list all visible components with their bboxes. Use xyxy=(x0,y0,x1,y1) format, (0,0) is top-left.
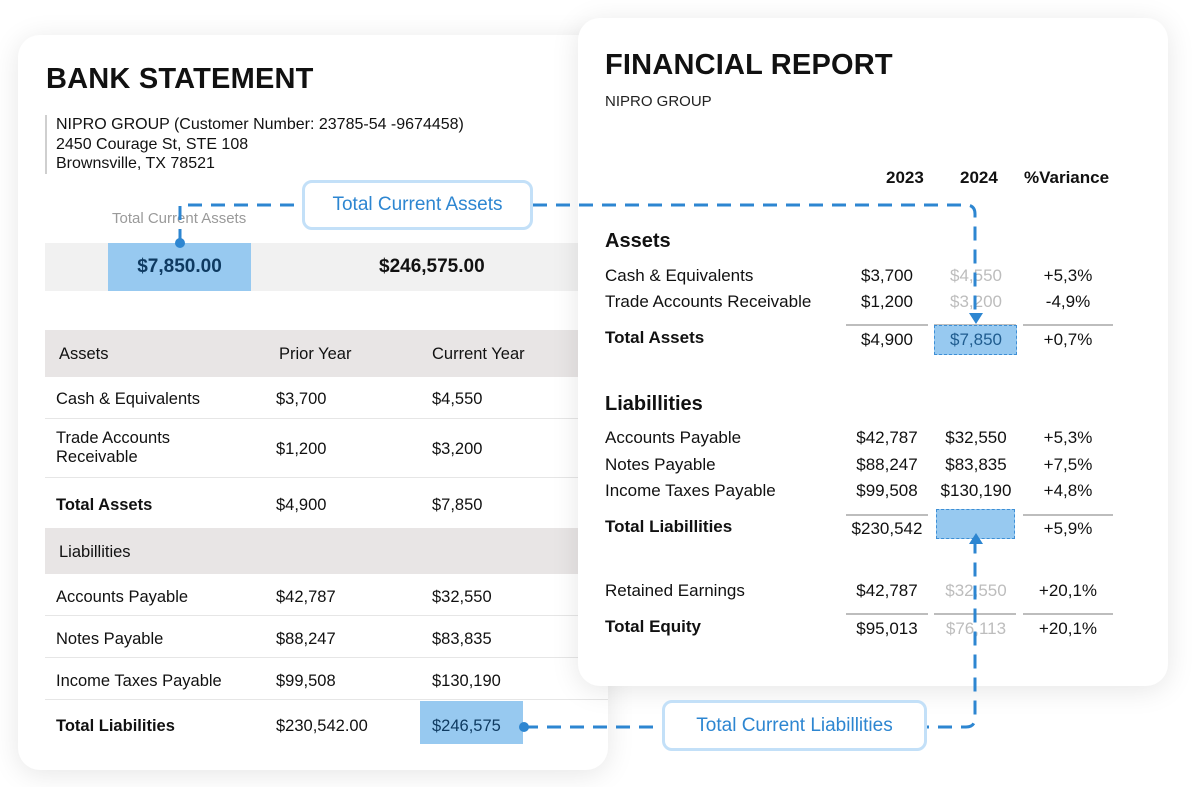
retained-earnings-variance: +20,1% xyxy=(1038,581,1098,600)
total-assets-variance: +0,7% xyxy=(1043,330,1093,349)
row-current: $83,835 xyxy=(432,630,492,648)
row-prior: $1,200 xyxy=(276,440,327,458)
row-2023: $1,200 xyxy=(861,292,913,311)
divider xyxy=(1023,324,1113,326)
bank-statement-card: BANK STATEMENT NIPRO GROUP (Customer Num… xyxy=(18,35,608,770)
total-equity-variance: +20,1% xyxy=(1038,619,1098,638)
row-label: Accounts Payable xyxy=(56,588,189,606)
row-2024: $3,200 xyxy=(950,292,1002,311)
total-liabilities-label: Total Liabilities xyxy=(56,717,175,735)
row-variance: +5,3% xyxy=(1043,428,1093,447)
total-current-assets-ghost-label: Total Current Assets xyxy=(112,210,247,227)
total-current-liabilities-callout: Total Current Liabillities xyxy=(662,700,927,751)
table-row: Trade Accounts Receivable $1,200 $3,200 xyxy=(45,419,608,478)
divider xyxy=(1023,514,1113,516)
customer-address: NIPRO GROUP (Customer Number: 23785-54 -… xyxy=(45,115,464,174)
row-label: Total Assets xyxy=(56,496,153,514)
row-prior: $3,700 xyxy=(276,390,327,408)
row-2023: $99,508 xyxy=(856,481,918,500)
total-liabilities-current: $246,575 xyxy=(432,717,501,735)
total-liabilities-variance: +5,9% xyxy=(1043,519,1093,538)
row-label: Cash & Equivalents xyxy=(605,266,754,285)
financial-report-title: FINANCIAL REPORT xyxy=(605,49,893,81)
row-2024: $4,550 xyxy=(950,266,1002,285)
retained-earnings-2024: $32,550 xyxy=(945,581,1007,600)
row-2023: $42,787 xyxy=(856,428,918,447)
row-variance: +5,3% xyxy=(1043,266,1093,285)
row-2024: $83,835 xyxy=(945,455,1007,474)
liabilities-header: Liabillities xyxy=(59,543,131,561)
total-current-assets-callout: Total Current Assets xyxy=(302,180,533,230)
summary-total: $246,575.00 xyxy=(379,256,485,277)
total-liabilities-2023: $230,542 xyxy=(851,519,923,538)
bank-summary-bar: $7,850.00 $246,575.00 xyxy=(45,243,608,291)
row-label: Accounts Payable xyxy=(605,428,742,447)
total-equity-2023: $95,013 xyxy=(856,619,918,638)
address-line: NIPRO GROUP (Customer Number: 23785-54 -… xyxy=(56,116,464,133)
row-variance: +7,5% xyxy=(1043,455,1093,474)
retained-earnings-label: Retained Earnings xyxy=(605,581,745,600)
total-assets-2023: $4,900 xyxy=(861,330,913,349)
table-row: Income Taxes Payable $99,508 $130,190 xyxy=(45,658,608,700)
row-prior: $99,508 xyxy=(276,672,336,690)
divider xyxy=(846,324,928,326)
row-2024: $32,550 xyxy=(945,428,1007,447)
liabilities-header-row: Liabillities xyxy=(45,528,608,574)
row-label: Trade Accounts Receivable xyxy=(605,292,812,311)
row-label: Income Taxes Payable xyxy=(605,481,776,500)
table-header-row: Assets Prior Year Current Year xyxy=(45,330,608,377)
table-row: Cash & Equivalents $3,700 $4,550 xyxy=(45,377,608,419)
divider xyxy=(846,514,928,516)
row-prior: $4,900 xyxy=(276,496,327,514)
liabilities-section-title: Liabillities xyxy=(605,393,703,415)
column-header-assets: Assets xyxy=(59,345,109,363)
column-header-current-year: Current Year xyxy=(432,345,525,363)
row-label: Trade Accounts Receivable xyxy=(56,429,171,466)
column-header-2024: 2024 xyxy=(960,168,998,187)
row-2023: $3,700 xyxy=(861,266,913,285)
row-current: $7,850 xyxy=(432,496,483,514)
total-liabilities-2024-highlight[interactable] xyxy=(936,509,1015,539)
row-2023: $88,247 xyxy=(856,455,918,474)
row-current: $32,550 xyxy=(432,588,492,606)
address-line: 2450 Courage St, STE 108 xyxy=(56,135,249,153)
row-current: $3,200 xyxy=(432,440,483,458)
row-variance: -4,9% xyxy=(1045,292,1091,311)
total-liabilities-label: Total Liabillities xyxy=(605,517,733,536)
column-header-variance: %Variance xyxy=(1024,168,1110,187)
column-header-prior-year: Prior Year xyxy=(279,345,352,363)
divider xyxy=(1023,613,1113,615)
report-subtitle: NIPRO GROUP xyxy=(605,93,712,110)
total-equity-2024: $76,113 xyxy=(945,619,1007,638)
row-prior: $88,247 xyxy=(276,630,336,648)
address-line: Brownsville, TX 78521 xyxy=(56,155,215,172)
row-label: Notes Payable xyxy=(56,630,164,648)
table-row: Total Assets $4,900 $7,850 xyxy=(45,478,608,528)
total-liabilities-highlight[interactable] xyxy=(420,701,523,744)
total-equity-label: Total Equity xyxy=(605,617,702,636)
total-assets-label: Total Assets xyxy=(605,328,705,347)
retained-earnings-2023: $42,787 xyxy=(856,581,918,600)
divider xyxy=(934,613,1016,615)
column-header-2023: 2023 xyxy=(886,168,924,187)
row-current: $130,190 xyxy=(432,672,501,690)
row-2024: $130,190 xyxy=(940,481,1012,500)
divider xyxy=(934,324,1016,326)
row-label: Income Taxes Payable xyxy=(56,672,222,690)
row-label: Cash & Equivalents xyxy=(56,390,200,408)
total-assets-2024: $7,850 xyxy=(950,330,1002,349)
summary-current-assets[interactable]: $7,850.00 xyxy=(108,243,251,291)
table-row: Notes Payable $88,247 $83,835 xyxy=(45,616,608,658)
row-label: Notes Payable xyxy=(605,455,716,474)
row-current: $4,550 xyxy=(432,390,483,408)
total-assets-2024-highlight[interactable] xyxy=(934,325,1017,355)
assets-section-title: Assets xyxy=(605,230,671,252)
table-row: Accounts Payable $42,787 $32,550 xyxy=(45,574,608,616)
bank-statement-title: BANK STATEMENT xyxy=(46,63,314,95)
total-liabilities-prior: $230,542.00 xyxy=(276,717,368,735)
financial-report-card: FINANCIAL REPORT NIPRO GROUP 2023 2024 %… xyxy=(578,18,1168,686)
row-prior: $42,787 xyxy=(276,588,336,606)
row-variance: +4,8% xyxy=(1043,481,1093,500)
divider xyxy=(846,613,928,615)
